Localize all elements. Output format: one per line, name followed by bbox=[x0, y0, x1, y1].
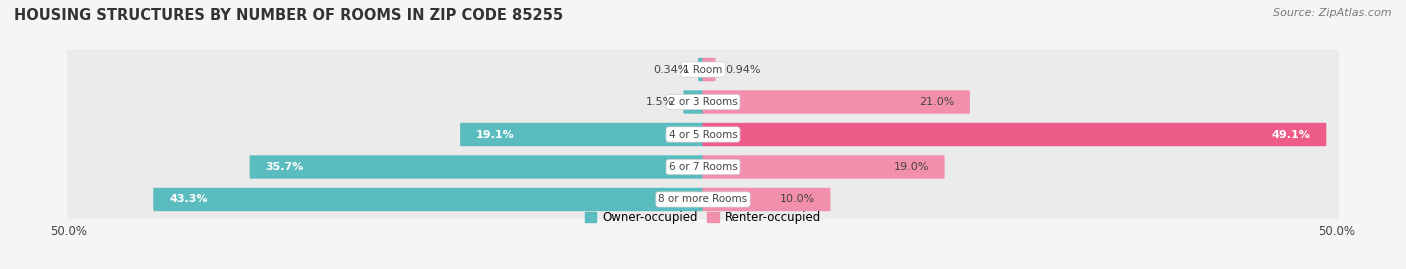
FancyBboxPatch shape bbox=[67, 82, 1339, 122]
Text: 0.34%: 0.34% bbox=[654, 65, 689, 75]
Text: 35.7%: 35.7% bbox=[266, 162, 304, 172]
Text: 43.3%: 43.3% bbox=[169, 194, 208, 204]
FancyBboxPatch shape bbox=[67, 147, 1339, 187]
Text: HOUSING STRUCTURES BY NUMBER OF ROOMS IN ZIP CODE 85255: HOUSING STRUCTURES BY NUMBER OF ROOMS IN… bbox=[14, 8, 564, 23]
FancyBboxPatch shape bbox=[703, 90, 970, 114]
FancyBboxPatch shape bbox=[703, 123, 1326, 146]
FancyBboxPatch shape bbox=[683, 90, 703, 114]
Text: 49.1%: 49.1% bbox=[1271, 129, 1310, 140]
FancyBboxPatch shape bbox=[697, 58, 703, 81]
Text: 1.5%: 1.5% bbox=[645, 97, 673, 107]
FancyBboxPatch shape bbox=[250, 155, 703, 179]
FancyBboxPatch shape bbox=[67, 180, 1339, 219]
Text: 19.1%: 19.1% bbox=[477, 129, 515, 140]
Text: 21.0%: 21.0% bbox=[918, 97, 955, 107]
Text: 0.94%: 0.94% bbox=[725, 65, 761, 75]
Text: Source: ZipAtlas.com: Source: ZipAtlas.com bbox=[1274, 8, 1392, 18]
Text: 10.0%: 10.0% bbox=[779, 194, 814, 204]
FancyBboxPatch shape bbox=[153, 188, 703, 211]
Legend: Owner-occupied, Renter-occupied: Owner-occupied, Renter-occupied bbox=[579, 206, 827, 228]
Text: 8 or more Rooms: 8 or more Rooms bbox=[658, 194, 748, 204]
Text: 6 or 7 Rooms: 6 or 7 Rooms bbox=[669, 162, 737, 172]
Text: 1 Room: 1 Room bbox=[683, 65, 723, 75]
Text: 4 or 5 Rooms: 4 or 5 Rooms bbox=[669, 129, 737, 140]
FancyBboxPatch shape bbox=[67, 50, 1339, 89]
Text: 2 or 3 Rooms: 2 or 3 Rooms bbox=[669, 97, 737, 107]
FancyBboxPatch shape bbox=[703, 58, 716, 81]
FancyBboxPatch shape bbox=[460, 123, 703, 146]
Text: 19.0%: 19.0% bbox=[893, 162, 929, 172]
FancyBboxPatch shape bbox=[703, 155, 945, 179]
FancyBboxPatch shape bbox=[67, 115, 1339, 154]
FancyBboxPatch shape bbox=[703, 188, 831, 211]
